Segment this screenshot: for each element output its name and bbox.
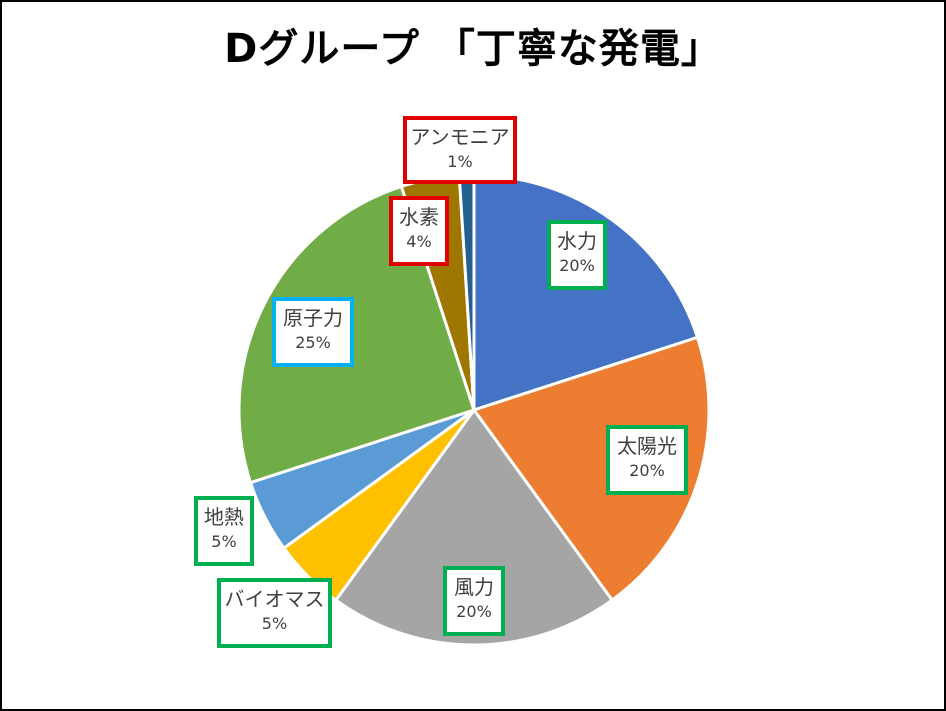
data-label-wind: 風力 20%	[443, 566, 505, 636]
label-name: 水力	[557, 229, 597, 253]
label-name: 太陽光	[617, 434, 677, 458]
label-percent: 20%	[559, 256, 595, 275]
label-percent: 4%	[406, 232, 432, 251]
label-percent: 5%	[211, 532, 237, 551]
data-label-nuclear: 原子力 25%	[272, 297, 354, 367]
label-name: バイオマス	[224, 587, 325, 611]
pie-slice-solar	[472, 335, 711, 602]
data-label-geothermal: 地熱 5%	[194, 496, 254, 566]
label-name: 水素	[399, 205, 439, 229]
pie-slice-wind	[334, 408, 614, 647]
label-percent: 20%	[629, 461, 665, 480]
data-label-biomass: バイオマス 5%	[217, 578, 332, 648]
label-name: 原子力	[283, 306, 343, 330]
chart-title: Dグループ 「丁寧な発電」	[224, 26, 722, 72]
data-label-ammonia: アンモニア 1%	[403, 116, 517, 184]
label-name: アンモニア	[410, 125, 510, 149]
data-label-solar: 太陽光 20%	[606, 425, 688, 495]
label-name: 風力	[454, 575, 494, 599]
label-name: 地熱	[204, 505, 244, 529]
label-percent: 20%	[456, 602, 492, 621]
label-percent: 25%	[295, 333, 331, 352]
label-percent: 1%	[447, 152, 473, 171]
data-label-hydrogen: 水素 4%	[389, 196, 449, 266]
data-label-hydro: 水力 20%	[547, 220, 607, 290]
label-percent: 5%	[261, 614, 288, 633]
